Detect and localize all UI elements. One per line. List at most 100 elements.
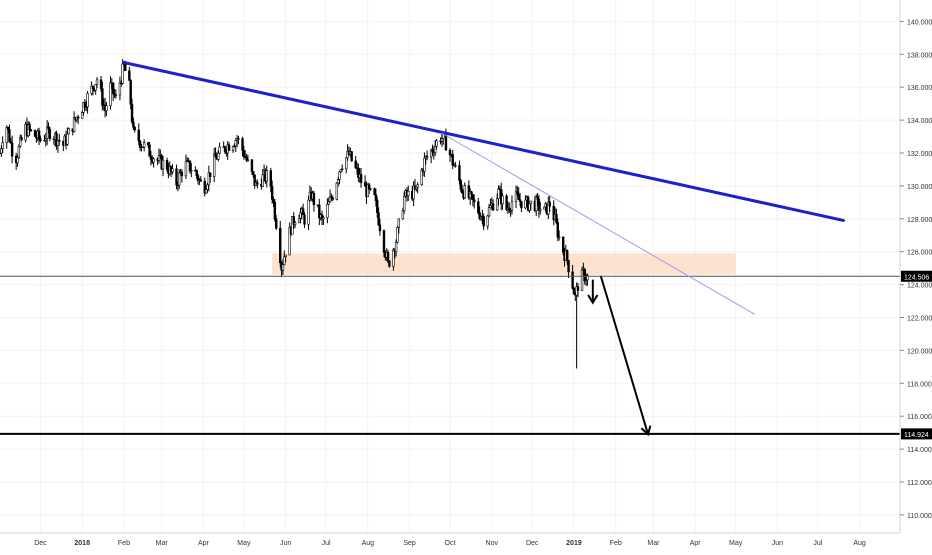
long-arrow-shaft[interactable] xyxy=(599,276,650,435)
time-tick-label: Mar xyxy=(156,540,169,547)
candle-body xyxy=(326,204,329,218)
candle-body xyxy=(501,195,504,205)
time-tick-label: Oct xyxy=(445,540,456,547)
candle-body xyxy=(142,142,146,148)
current-price-badge-label: 124.506 xyxy=(904,274,929,281)
candle-body xyxy=(451,154,454,166)
candle-body xyxy=(412,185,415,200)
candle-body xyxy=(299,212,302,219)
candle-body xyxy=(392,249,395,267)
candle-body xyxy=(17,146,21,158)
candle-body xyxy=(482,216,485,227)
candle-body xyxy=(129,80,132,105)
candle-body xyxy=(281,264,285,271)
time-tick-label: Jul xyxy=(813,540,822,547)
candle-body xyxy=(199,179,202,182)
candle-body xyxy=(95,79,99,85)
price-tick-label: 126.000 xyxy=(907,250,932,257)
candle-body xyxy=(33,129,37,137)
time-tick-label: Aug xyxy=(853,540,866,547)
short-arrow-head xyxy=(587,294,599,305)
price-tick-label: 124.000 xyxy=(907,283,932,290)
candle-body xyxy=(401,210,405,220)
candle-body xyxy=(94,84,97,91)
trendline-minor-downtrend[interactable] xyxy=(441,132,755,315)
candle-body xyxy=(237,138,240,140)
candle-body xyxy=(80,112,84,119)
candle-body xyxy=(204,189,208,194)
candle-body xyxy=(524,199,527,209)
candle-body xyxy=(489,205,492,209)
candle-body xyxy=(1,142,4,149)
candle-body xyxy=(99,79,103,89)
price-tick-label: 118.000 xyxy=(907,381,932,388)
candle-body xyxy=(517,194,520,201)
candle-body xyxy=(354,160,357,168)
candle-body xyxy=(109,82,112,107)
support-zone xyxy=(272,253,736,275)
candle-body xyxy=(180,171,184,177)
candle-body xyxy=(253,174,256,186)
candle-body xyxy=(572,288,576,295)
candle-body xyxy=(29,129,33,132)
candle-body xyxy=(548,201,551,207)
price-tick-label: 110.000 xyxy=(907,513,932,520)
candle-body xyxy=(6,126,10,130)
candle-body xyxy=(118,82,122,96)
candle-body xyxy=(378,224,382,232)
candle-body xyxy=(256,182,259,185)
candle-body xyxy=(537,199,541,211)
candle-body xyxy=(374,194,378,201)
candle-body xyxy=(448,149,452,156)
candle-body xyxy=(8,129,11,142)
price-tick-label: 140.000 xyxy=(907,19,932,26)
candle-body xyxy=(218,146,221,154)
candle-body xyxy=(5,126,8,144)
candle-body xyxy=(487,207,491,217)
candle-body xyxy=(121,63,124,84)
candle-body xyxy=(58,140,61,142)
trendline-major-downtrend[interactable] xyxy=(122,61,845,222)
candle-body xyxy=(241,138,244,151)
candle-body xyxy=(394,242,398,252)
candle-body xyxy=(420,169,423,186)
candle-body xyxy=(37,130,41,140)
candle-body xyxy=(373,188,376,195)
candle-body xyxy=(586,274,589,281)
candle-body xyxy=(510,201,514,211)
time-tick-label: 2018 xyxy=(74,540,90,547)
candle-body xyxy=(137,129,140,142)
price-tick-label: 130.000 xyxy=(907,184,932,191)
candle-body xyxy=(91,85,95,90)
candle-body xyxy=(477,201,480,214)
candle-body xyxy=(283,256,286,266)
candle-body xyxy=(359,174,363,183)
candle-body xyxy=(335,182,339,200)
price-tick-label: 136.000 xyxy=(907,85,932,92)
candle-body xyxy=(331,197,334,200)
time-tick-label: May xyxy=(237,540,251,547)
candle-body xyxy=(529,200,533,205)
candle-body xyxy=(350,151,353,162)
candle-body xyxy=(520,200,523,209)
candle-body xyxy=(397,218,401,228)
price-tick-label: 138.000 xyxy=(907,52,932,59)
price-tick-label: 134.000 xyxy=(907,118,932,125)
time-tick-label: Dec xyxy=(526,540,539,547)
support-zone-layer xyxy=(272,253,736,275)
time-tick-label: Jun xyxy=(280,540,291,547)
candle-body xyxy=(367,184,371,190)
candle-body xyxy=(195,170,198,176)
price-tick-label: 122.000 xyxy=(907,315,932,322)
candle-body xyxy=(252,171,255,176)
candle-body xyxy=(111,82,115,95)
candle-body xyxy=(152,158,155,163)
candle-body xyxy=(303,214,306,225)
candle-body xyxy=(165,160,169,170)
candle-body xyxy=(273,202,277,220)
target-level-badge-label: 114.924 xyxy=(904,432,929,439)
candle-body xyxy=(318,204,321,219)
candle-body xyxy=(171,168,174,173)
